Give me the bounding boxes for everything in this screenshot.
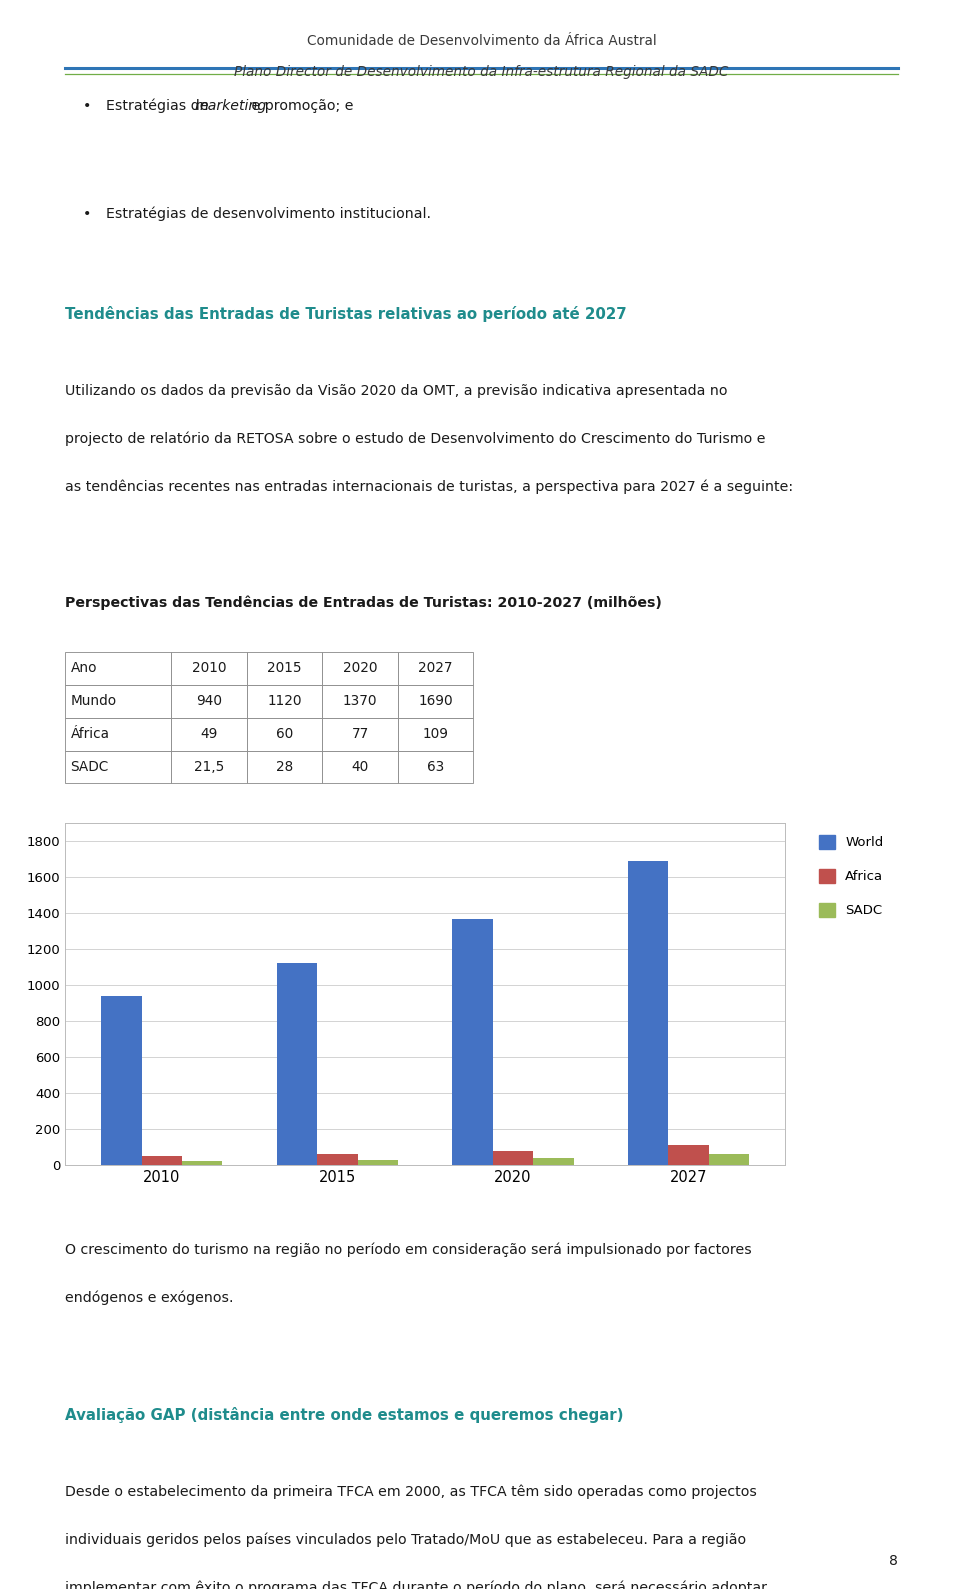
- Bar: [492, 1150, 534, 1165]
- Text: Perspectivas das Tendências de Entradas de Turistas: 2010-2027 (milhões): Perspectivas das Tendências de Entradas …: [65, 596, 662, 610]
- Text: Utilizando os dados da previsão da Visão 2020 da OMT, a previsão indicativa apre: Utilizando os dados da previsão da Visão…: [65, 383, 728, 397]
- Bar: [142, 1157, 182, 1165]
- Text: projecto de relatório da RETOSA sobre o estudo de Desenvolvimento do Crescimento: projecto de relatório da RETOSA sobre o …: [65, 432, 766, 447]
- Bar: [534, 1158, 574, 1165]
- Text: 8: 8: [889, 1554, 898, 1568]
- Text: e promoção; e: e promoção; e: [248, 99, 354, 113]
- Bar: [358, 1160, 398, 1165]
- Text: Estratégias de: Estratégias de: [106, 99, 212, 113]
- Text: marketing: marketing: [194, 99, 267, 113]
- Text: •: •: [83, 99, 91, 113]
- Text: Plano Director de Desenvolvimento da Infra-estrutura Regional da SADC: Plano Director de Desenvolvimento da Inf…: [234, 65, 729, 79]
- Bar: [452, 918, 492, 1165]
- Text: endógenos e exógenos.: endógenos e exógenos.: [65, 1290, 234, 1305]
- Text: Comunidade de Desenvolvimento da África Austral: Comunidade de Desenvolvimento da África …: [306, 33, 657, 48]
- Text: •: •: [83, 207, 91, 221]
- Text: Avaliação GAP (distância entre onde estamos e queremos chegar): Avaliação GAP (distância entre onde esta…: [65, 1406, 624, 1422]
- Text: as tendências recentes nas entradas internacionais de turistas, a perspectiva pa: as tendências recentes nas entradas inte…: [65, 480, 793, 494]
- Bar: [318, 1154, 358, 1165]
- Bar: [102, 996, 142, 1165]
- Bar: [628, 861, 668, 1165]
- Bar: [276, 963, 318, 1165]
- Bar: [708, 1154, 750, 1165]
- Text: Tendências das Entradas de Turistas relativas ao período até 2027: Tendências das Entradas de Turistas rela…: [65, 307, 627, 323]
- Bar: [668, 1146, 708, 1165]
- Text: individuais geridos pelos países vinculados pelo Tratado/MoU que as estabeleceu.: individuais geridos pelos países vincula…: [65, 1532, 747, 1546]
- Text: implementar com êxito o programa das TFCA durante o período do plano, será neces: implementar com êxito o programa das TFC…: [65, 1579, 767, 1589]
- Text: O crescimento do turismo na região no período em consideração será impulsionado : O crescimento do turismo na região no pe…: [65, 1243, 752, 1257]
- Text: Estratégias de desenvolvimento institucional.: Estratégias de desenvolvimento instituci…: [106, 207, 431, 221]
- Legend: World, Africa, SADC: World, Africa, SADC: [813, 829, 889, 923]
- Text: Desde o estabelecimento da primeira TFCA em 2000, as TFCA têm sido operadas como: Desde o estabelecimento da primeira TFCA…: [65, 1484, 757, 1498]
- Bar: [182, 1162, 223, 1165]
